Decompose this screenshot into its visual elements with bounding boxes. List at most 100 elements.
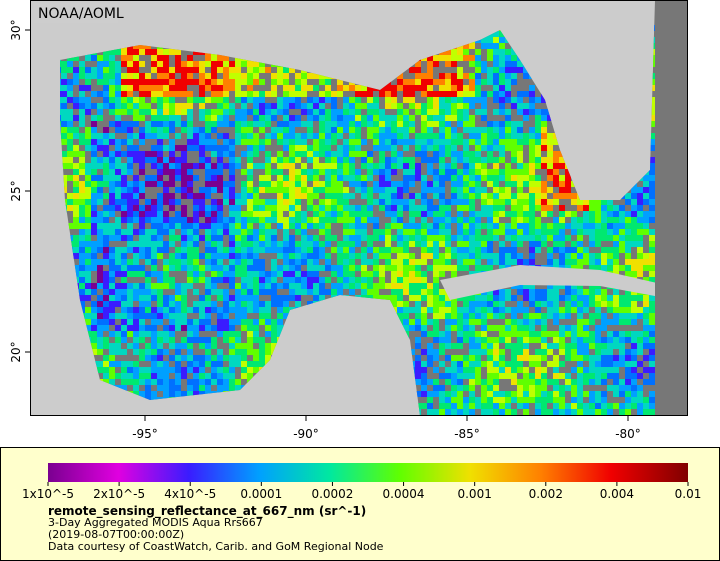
pixel [451,355,457,361]
pixel [301,121,307,127]
pixel [199,313,205,319]
pixel [409,163,415,169]
pixel [199,85,205,91]
pixel [67,79,73,85]
pixel [199,139,205,145]
pixel [337,283,343,289]
pixel [283,295,289,301]
pixel [85,181,91,187]
pixel [151,307,157,313]
pixel [427,205,433,211]
pixel [60,97,61,103]
pixel [271,331,277,337]
pixel [517,199,523,205]
pixel [121,253,127,259]
pixel [157,151,163,157]
pixel [391,145,397,151]
pixel [427,253,433,259]
pixel [367,199,373,205]
pixel [211,247,217,253]
pixel [457,403,463,409]
pixel [361,217,367,223]
pixel [247,349,253,355]
pixel [199,67,205,73]
pixel [133,265,139,271]
pixel [121,91,127,97]
pixel [415,367,421,373]
pixel [223,295,229,301]
pixel [343,217,349,223]
pixel [163,313,169,319]
pixel [589,205,595,211]
pixel [85,133,91,139]
pixel [403,229,409,235]
pixel [553,241,559,247]
pixel [421,403,427,409]
pixel [301,283,307,289]
pixel [511,367,517,373]
pixel [307,289,313,295]
pixel [583,205,589,211]
pixel [349,241,355,247]
pixel [439,223,445,229]
pixel [313,85,319,91]
pixel [181,73,187,79]
pixel [349,163,355,169]
pixel [469,43,475,49]
pixel [469,163,475,169]
pixel [121,283,127,289]
pixel [241,355,247,361]
pixel [457,235,463,241]
pixel [259,259,265,265]
pixel [241,295,247,301]
pixel [247,343,253,349]
pixel [145,73,151,79]
pixel [535,337,541,343]
pixel [565,379,571,385]
pixel [115,145,121,151]
pixel [61,151,67,157]
pixel [403,91,409,97]
pixel [91,265,97,271]
pixel [223,379,229,385]
pixel [175,157,181,163]
pixel [433,91,439,97]
pixel [79,109,85,115]
pixel [589,217,595,223]
pixel [463,403,469,409]
pixel [205,235,211,241]
pixel [421,319,427,325]
pixel [529,313,535,319]
pixel [469,397,475,403]
pixel [151,343,157,349]
pixel [199,391,205,397]
pixel [235,301,241,307]
pixel [211,145,217,151]
pixel [331,91,337,97]
pixel [157,289,163,295]
pixel [421,145,427,151]
pixel [313,217,319,223]
pixel [109,361,115,367]
pixel [577,367,583,373]
pixel [505,361,511,367]
pixel [265,289,271,295]
pixel [205,349,211,355]
pixel [151,79,157,85]
pixel [427,361,433,367]
pixel [271,127,277,133]
pixel [469,409,475,415]
pixel [499,187,505,193]
pixel [97,325,103,331]
pixel [547,349,553,355]
pixel [523,355,529,361]
pixel [523,223,529,229]
pixel [229,307,235,313]
pixel [427,187,433,193]
pixel [169,235,175,241]
pixel [175,175,181,181]
pixel [367,211,373,217]
pixel [505,109,511,115]
pixel [457,373,463,379]
pixel [199,145,205,151]
